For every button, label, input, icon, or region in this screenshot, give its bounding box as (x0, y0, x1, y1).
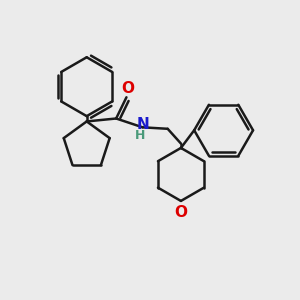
Text: N: N (137, 118, 150, 133)
Text: H: H (135, 129, 146, 142)
Text: O: O (122, 81, 134, 96)
Text: O: O (174, 205, 188, 220)
